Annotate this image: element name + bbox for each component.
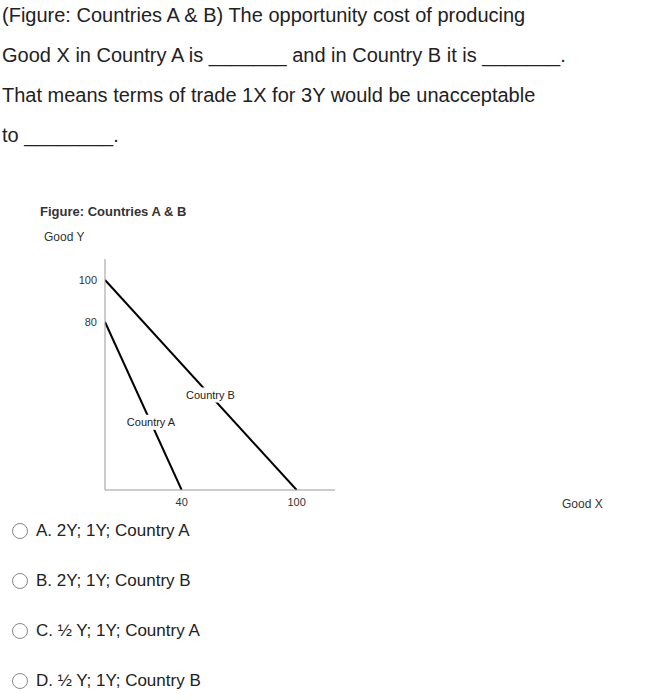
html-text:Good X in Country A is _______: Good X in Country A is _______ and in Co… bbox=[2, 44, 566, 66]
html-text:C. ½ Y; 1Y; Country A: C. ½ Y; 1Y; Country A bbox=[36, 621, 200, 640]
html-text:(Figure: Countries A & B) The: (Figure: Countries A & B) The opportunit… bbox=[2, 4, 526, 26]
svg-text:Country B: Country B bbox=[186, 389, 235, 401]
html-text:A. 2Y; 1Y; Country A: A. 2Y; 1Y; Country A bbox=[36, 521, 190, 540]
html-text:to ________.: to ________. bbox=[2, 124, 119, 146]
svg-text:80: 80 bbox=[85, 316, 97, 328]
svg-text:100: 100 bbox=[79, 274, 97, 286]
html-text:That means terms of trade 1X f: That means terms of trade 1X for 3Y woul… bbox=[2, 84, 536, 106]
html-text:Figure: Countries A & B: Figure: Countries A & B bbox=[40, 204, 187, 219]
svg-text:Country A: Country A bbox=[127, 416, 176, 428]
svg-text:40: 40 bbox=[176, 496, 188, 508]
html-text:Good Y: Good Y bbox=[44, 230, 85, 244]
html-text:B. 2Y; 1Y; Country B: B. 2Y; 1Y; Country B bbox=[36, 571, 191, 590]
html-text:D. ½ Y; 1Y; Country B: D. ½ Y; 1Y; Country B bbox=[36, 671, 201, 690]
svg-text:100: 100 bbox=[287, 496, 305, 508]
html-text:Good X: Good X bbox=[562, 497, 603, 511]
